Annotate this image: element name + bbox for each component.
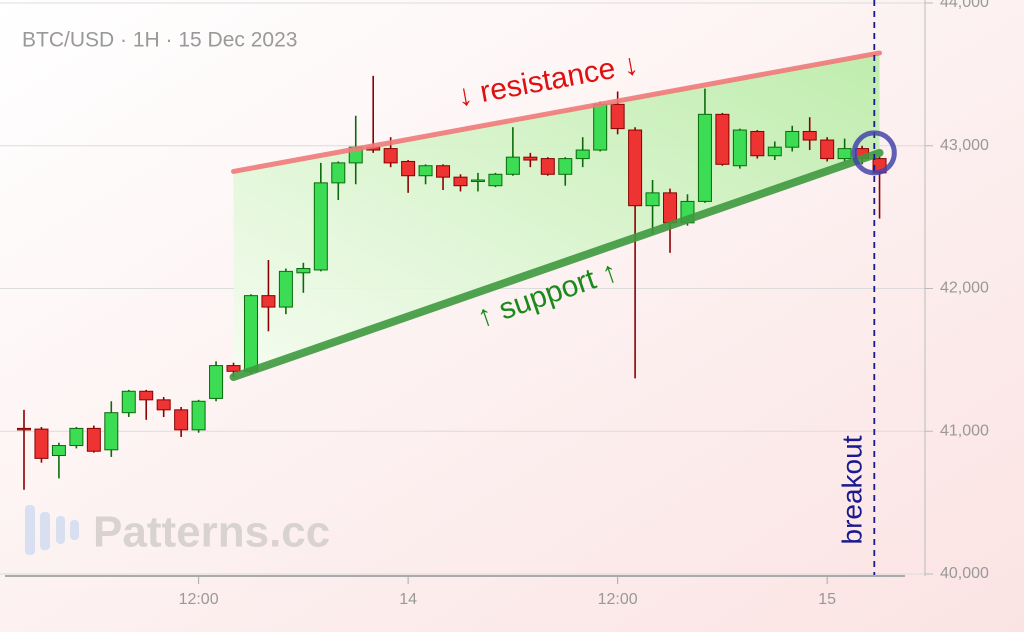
candle-body <box>121 390 136 414</box>
candle-body <box>191 400 206 431</box>
x-tick-label: 12:00 <box>598 591 638 608</box>
candle-body <box>296 268 311 274</box>
candle-body <box>488 173 503 187</box>
candle-body <box>17 427 31 431</box>
candle-body <box>174 409 189 431</box>
candle-body <box>715 113 730 165</box>
candle-body <box>540 158 555 175</box>
candle-body <box>313 182 328 271</box>
candle-body <box>401 160 416 177</box>
candle-body <box>558 158 573 175</box>
y-tick-label: 44,000 <box>940 0 989 11</box>
candle-body <box>51 445 66 457</box>
candle-body <box>767 146 782 157</box>
support-line <box>229 148 884 382</box>
candle-body <box>802 130 817 141</box>
candle-body <box>156 399 171 411</box>
candle-body <box>470 179 485 183</box>
candle-body <box>610 103 625 130</box>
x-tick-label: 15 <box>818 591 836 608</box>
watermark-logo <box>25 505 79 555</box>
candle-body <box>785 130 800 148</box>
candle-body <box>436 165 451 178</box>
candle-body <box>628 129 643 207</box>
candle-body <box>69 427 84 447</box>
x-tick-label: 14 <box>399 591 417 608</box>
x-tick-label: 12:00 <box>179 591 219 608</box>
candle-body <box>750 130 765 157</box>
chart-title: BTC/USD · 1H · 15 Dec 2023 <box>22 29 297 52</box>
candle-body <box>209 365 224 399</box>
candle-body <box>837 148 852 160</box>
candle-body <box>663 192 678 224</box>
grid: 40,000 41,000 42,000 43,000 44,000 12:00 14 12:… <box>0 0 989 608</box>
breakout-marker <box>851 130 897 176</box>
candle-body <box>226 365 241 372</box>
y-tick-label: 42,000 <box>940 280 989 297</box>
candle-body <box>243 295 258 372</box>
candle-body <box>575 149 590 160</box>
candle-body <box>593 103 608 151</box>
candles <box>17 75 887 490</box>
y-tick-label: 41,000 <box>940 422 989 439</box>
candle-body <box>86 427 101 452</box>
candle-body <box>139 390 154 401</box>
candle-body <box>453 176 468 187</box>
y-tick-label: 43,000 <box>940 137 989 154</box>
candle-body <box>278 270 293 308</box>
candle-body <box>104 412 119 451</box>
candle-body <box>331 162 346 184</box>
breakout-label: breakout <box>837 435 868 544</box>
candle-body <box>261 295 276 308</box>
candle-body <box>383 148 398 164</box>
candle-body <box>523 156 538 161</box>
candle-body <box>697 113 712 202</box>
candle-body <box>418 165 433 177</box>
candle-body <box>645 192 660 207</box>
y-tick-label: 40,000 <box>940 565 989 582</box>
candle-body <box>732 129 747 167</box>
resistance-line <box>231 50 883 174</box>
candle-body <box>505 156 520 175</box>
candle-body <box>34 428 49 459</box>
candle-body <box>820 139 835 160</box>
watermark: Patterns.cc <box>93 508 330 557</box>
